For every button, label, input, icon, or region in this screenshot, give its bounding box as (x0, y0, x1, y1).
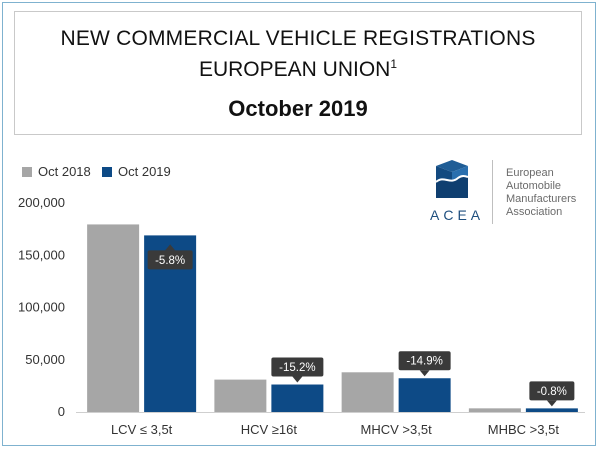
change-label-pointer (419, 370, 430, 377)
x-category-label: LCV ≤ 3,5t (111, 422, 173, 437)
bar-oct2019 (271, 384, 324, 412)
legend-swatch-oct2018 (22, 167, 32, 177)
change-label-box (147, 250, 193, 270)
change-label-pointer (165, 244, 176, 251)
y-tick-label: 0 (58, 404, 65, 419)
legend-label-oct2019: Oct 2019 (118, 164, 171, 179)
acea-cube-icon (435, 160, 469, 198)
change-label: -14.9% (406, 356, 442, 368)
bar-oct2018 (468, 408, 521, 412)
change-label-pointer (546, 400, 557, 407)
x-category-label: HCV ≥16t (241, 422, 298, 437)
change-label: -0.8% (537, 386, 567, 398)
change-label-pointer (292, 376, 303, 383)
acea-name-line: Manufacturers (506, 193, 577, 205)
bar-oct2018 (214, 379, 267, 412)
legend-item-oct2018: Oct 2018 (22, 164, 91, 179)
change-label-box (398, 351, 451, 371)
acea-wordmark: ACEA (430, 207, 485, 223)
change-label: -5.8% (155, 255, 185, 267)
acea-logo: ACEA European Automobile Manufacturers A… (430, 158, 595, 228)
title-box: NEW COMMERCIAL VEHICLE REGISTRATIONS EUR… (14, 11, 582, 135)
chart-frame (2, 2, 596, 446)
bar-oct2018 (87, 224, 140, 412)
chart-title: NEW COMMERCIAL VEHICLE REGISTRATIONS (60, 27, 536, 50)
legend-swatch-oct2019 (102, 167, 112, 177)
chart-subtitle-text: EUROPEAN UNION (198, 58, 391, 81)
bar-oct2019 (398, 378, 451, 412)
x-category-label: MHCV >3,5t (361, 422, 433, 437)
change-label-box (271, 357, 324, 377)
chart-date: October 2019 (228, 96, 368, 121)
change-label-box (529, 381, 575, 401)
footnote-marker: 1 (390, 57, 398, 71)
acea-name-line: European (506, 167, 554, 179)
legend-label-oct2018: Oct 2018 (38, 164, 91, 179)
chart-subtitle: EUROPEAN UNION1 (15, 57, 581, 82)
acea-name-line: Association (506, 206, 563, 218)
logo-divider (492, 160, 493, 224)
y-tick-label: 150,000 (18, 247, 65, 262)
y-tick-label: 100,000 (18, 300, 65, 315)
y-tick-label: 200,000 (18, 195, 65, 210)
bar-oct2019 (525, 408, 578, 412)
x-category-label: MHBC >3,5t (488, 422, 560, 437)
acea-full-name: European Automobile Manufacturers Associ… (506, 167, 576, 219)
y-tick-label: 50,000 (25, 352, 65, 367)
acea-name-line: Automobile (506, 180, 562, 192)
legend-item-oct2019: Oct 2019 (102, 164, 171, 179)
change-label: -15.2% (279, 362, 315, 374)
bar-oct2018 (341, 372, 394, 412)
